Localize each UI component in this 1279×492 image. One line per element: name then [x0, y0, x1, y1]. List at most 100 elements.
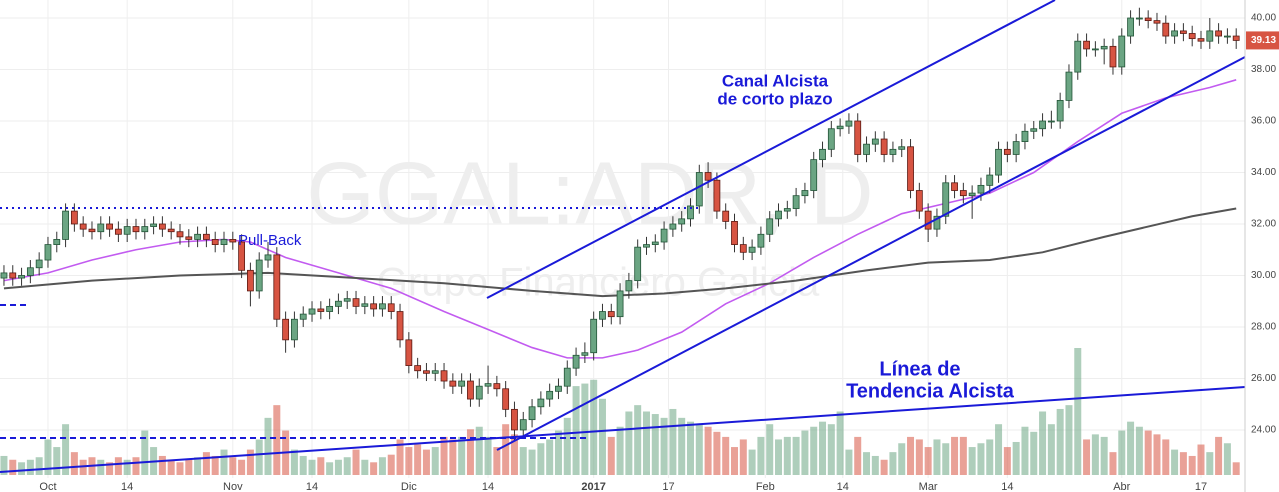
volume-bar	[616, 426, 624, 475]
volume-bar	[977, 443, 985, 475]
volume-bar	[819, 421, 827, 475]
candle-body	[97, 223, 105, 233]
candle-body	[1091, 48, 1099, 51]
volume-bar	[1047, 424, 1055, 475]
candle-body	[555, 385, 562, 392]
candle-body	[933, 215, 941, 230]
candle-body	[959, 190, 967, 197]
candle-body	[247, 269, 254, 292]
channel-upper	[486, 0, 1056, 299]
candle-body	[185, 236, 193, 240]
y-tick-label: 34.00	[1251, 167, 1276, 178]
annotation: Línea de	[879, 358, 960, 380]
volume-bar	[951, 436, 959, 475]
volume-bar	[995, 424, 1003, 475]
volume-bar	[933, 439, 941, 475]
candle-body	[1188, 33, 1196, 40]
candle-body	[26, 267, 34, 276]
volume-bar	[308, 459, 316, 475]
candle-body	[713, 179, 721, 212]
volume-bar	[1153, 434, 1161, 475]
x-tick-label: 14	[482, 481, 494, 492]
moving-average	[3, 207, 1237, 298]
candle-body	[669, 223, 677, 230]
channel-lower	[496, 56, 1246, 451]
volume	[0, 348, 1240, 475]
volume-bar	[986, 439, 994, 475]
volume-bar	[1232, 462, 1240, 475]
annotation: Canal Alcista	[722, 71, 829, 90]
y-tick-label: 28.00	[1251, 322, 1276, 333]
candle-body	[924, 210, 932, 230]
volume-bar	[326, 462, 334, 475]
volume-bar	[590, 379, 598, 475]
candle-body	[326, 305, 334, 312]
candle-body	[1012, 141, 1020, 155]
annotation: Tendencia Alcista	[846, 380, 1015, 402]
candle-body	[898, 146, 906, 150]
candle-body	[1215, 30, 1222, 37]
volume-bar	[783, 436, 791, 475]
volume-bar	[1083, 439, 1091, 475]
candle-body	[792, 195, 800, 209]
candle-body	[739, 244, 747, 253]
volume-bar	[440, 436, 448, 475]
volume-bar	[79, 459, 87, 475]
volume-bar	[625, 411, 633, 475]
volume-bar	[264, 417, 272, 475]
volume-bar	[141, 430, 149, 475]
x-tick-label: 17	[1195, 481, 1207, 492]
volume-bar	[220, 449, 228, 475]
volume-bar	[942, 443, 950, 475]
volume-bar	[334, 459, 342, 475]
candle-body	[361, 303, 369, 307]
volume-bar	[528, 449, 536, 475]
candle-body	[1162, 22, 1170, 37]
candle-body	[423, 370, 430, 374]
volume-bar	[581, 383, 589, 475]
candle-body	[352, 298, 360, 307]
candle-body	[493, 383, 501, 390]
candle-body	[1135, 17, 1143, 20]
volume-bar	[211, 455, 219, 475]
volume-bar	[660, 417, 668, 475]
volume-bar	[1162, 439, 1170, 475]
candle-body	[1074, 40, 1082, 73]
volume-bar	[185, 459, 193, 475]
volume-bar	[1223, 443, 1231, 475]
volume-bar	[651, 414, 659, 475]
volume-bar	[53, 447, 61, 475]
volume-bar	[554, 430, 562, 475]
volume-bar	[1188, 455, 1196, 475]
volume-bar	[387, 454, 395, 475]
candle-body	[467, 380, 474, 400]
y-tick-label: 32.00	[1251, 219, 1276, 230]
candle-body	[141, 226, 149, 233]
candle-body	[379, 303, 386, 310]
volume-bar	[669, 408, 677, 475]
candle-body	[1179, 30, 1187, 34]
volume-bar	[863, 452, 871, 475]
candle-body	[1232, 35, 1240, 41]
watermark: GGAL:ADR, D	[306, 143, 873, 242]
volume-bar	[915, 439, 923, 475]
volume-bar	[343, 457, 351, 475]
volume-bar	[510, 434, 518, 475]
candle-body	[18, 275, 25, 279]
candle-body	[722, 210, 730, 222]
candle-body	[704, 172, 712, 181]
volume-bar	[537, 443, 545, 475]
candle-body	[1127, 17, 1134, 37]
candle-body	[1003, 148, 1011, 155]
candle-body	[1100, 45, 1108, 50]
volume-bar	[889, 452, 897, 475]
y-tick-label: 38.00	[1251, 64, 1276, 75]
volume-bar	[414, 444, 422, 475]
volume-bar	[202, 452, 210, 475]
candle-body	[519, 419, 527, 431]
candle-body	[255, 259, 263, 292]
candle-body	[616, 290, 624, 318]
drawings	[0, 0, 1246, 473]
candle-body	[995, 148, 1002, 176]
candle-body	[563, 367, 571, 387]
